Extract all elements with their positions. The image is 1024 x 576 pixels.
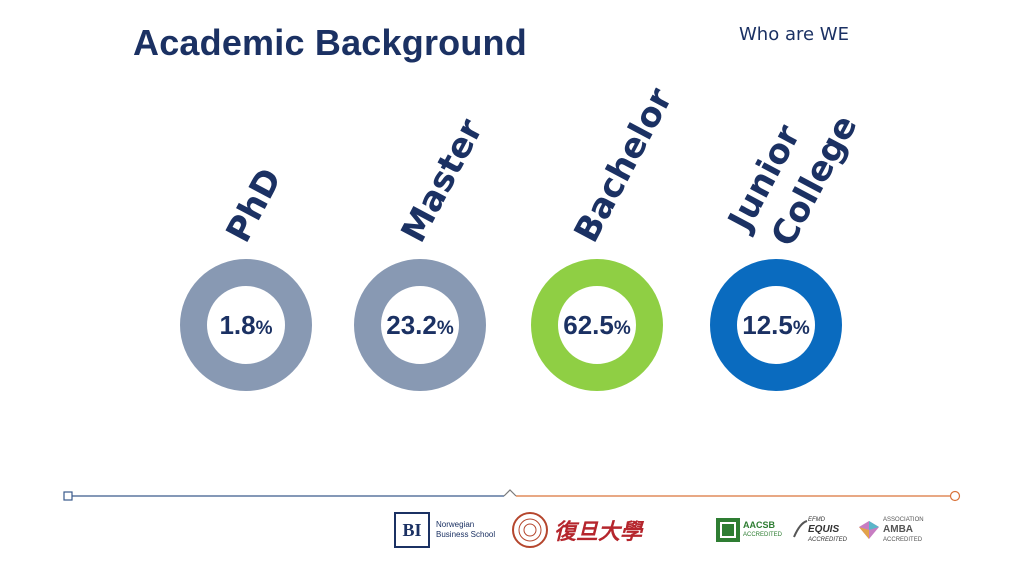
bi-logo: BI (394, 512, 430, 548)
equis-label: EQUIS (808, 524, 840, 535)
label-phd-text: PhD (218, 161, 291, 249)
partner-logos: BI Norwegian Business School 復旦大學 (394, 508, 642, 552)
amba-logo: ASSOCIATION AMBA ACCREDITED (857, 515, 924, 545)
aacsb-text: AACSB ACCREDITED (743, 520, 782, 540)
equis-logo: EFMD EQUIS ACCREDITED (792, 515, 847, 545)
amba-text: ASSOCIATION AMBA ACCREDITED (883, 515, 924, 545)
equis-swoosh-icon (793, 520, 808, 538)
donut-master-value: 23.2% (386, 310, 454, 341)
donut-junior-college-unit: % (792, 317, 810, 339)
donut-phd-value: 1.8% (219, 310, 272, 341)
amba-top-label: ASSOCIATION (883, 517, 924, 523)
equis-sub-label: ACCREDITED (808, 537, 848, 543)
label-bachelor: Bachelor (566, 81, 681, 249)
equis-text: EFMD EQUIS ACCREDITED (808, 515, 847, 545)
timeline-divider (63, 489, 961, 502)
donut-junior-college: 12.5% (710, 259, 842, 391)
label-master-text: Master (393, 112, 492, 249)
accreditation-logos: AACSB ACCREDITED EFMD EQUIS ACCREDITED A… (706, 508, 924, 552)
fudan-name: 復旦大學 (554, 519, 643, 545)
donut-bachelor-number: 62.5 (563, 309, 614, 340)
amba-label: AMBA (883, 524, 914, 535)
aacsb-logo: AACSB ACCREDITED (716, 518, 782, 542)
donut-junior-college-number: 12.5 (742, 309, 793, 340)
donut-phd: 1.8% (180, 259, 312, 391)
donut-phd-number: 1.8 (219, 309, 256, 340)
donut-phd-unit: % (255, 317, 273, 339)
amba-sub-label: ACCREDITED (883, 537, 923, 543)
bi-name-line1: Norwegian (436, 520, 475, 529)
donut-junior-college-value: 12.5% (742, 310, 810, 341)
page-title: Academic Background (133, 22, 527, 63)
amba-gem-icon (859, 521, 880, 539)
page-subtitle: Who are WE (739, 24, 849, 45)
donut-master-unit: % (436, 317, 454, 339)
donut-bachelor-value: 62.5% (563, 310, 631, 341)
label-bachelor-text: Bachelor (566, 81, 681, 249)
donut-bachelor: 62.5% (531, 259, 663, 391)
aacsb-label: AACSB (743, 520, 776, 530)
bi-name-line2: Business School (436, 530, 496, 539)
donut-bachelor-unit: % (613, 317, 631, 339)
efmd-label: EFMD (808, 517, 826, 523)
donut-master: 23.2% (354, 259, 486, 391)
aacsb-sub-label: ACCREDITED (743, 532, 783, 538)
bi-name: Norwegian Business School (436, 520, 508, 540)
aacsb-icon (716, 518, 740, 542)
timeline-peak (503, 489, 517, 497)
label-master: Master (393, 112, 492, 249)
timeline-end-circle (949, 490, 961, 502)
label-phd: PhD (218, 161, 291, 249)
timeline-start-square (63, 491, 73, 501)
donut-master-number: 23.2 (386, 309, 437, 340)
fudan-seal-icon (512, 512, 548, 548)
